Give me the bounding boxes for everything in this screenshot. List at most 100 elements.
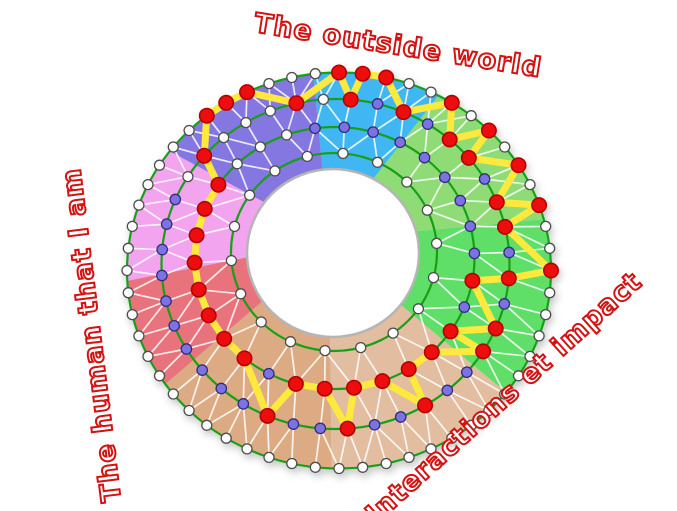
node-purple: [368, 418, 381, 431]
node-white: [201, 419, 213, 431]
ring-ring2: [160, 97, 511, 431]
node-purple: [438, 171, 451, 184]
node-red: [510, 157, 527, 174]
node-white: [483, 404, 495, 417]
node-white: [317, 93, 330, 106]
node-purple: [215, 382, 228, 395]
node-white: [357, 461, 369, 473]
node-white: [403, 451, 415, 464]
node-white: [425, 86, 437, 98]
node-white: [401, 176, 413, 188]
node-white: [446, 432, 458, 444]
node-white: [153, 159, 166, 171]
node-white: [544, 287, 556, 299]
node-red: [316, 380, 333, 397]
node-purple: [314, 422, 327, 435]
node-red: [488, 194, 505, 211]
node-red: [374, 373, 391, 390]
node-white: [280, 129, 293, 141]
node-white: [387, 327, 399, 339]
node-white: [241, 443, 253, 455]
node-purple: [169, 193, 182, 206]
node-purple: [454, 194, 467, 207]
node-white: [319, 344, 331, 357]
node-purple: [394, 411, 407, 423]
node-purple: [468, 247, 481, 260]
node-red: [500, 270, 517, 287]
node-purple: [498, 298, 511, 310]
node-white: [430, 237, 443, 250]
node-purple: [160, 218, 173, 230]
node-purple: [156, 269, 168, 282]
node-white: [142, 350, 154, 363]
node-white: [218, 131, 230, 144]
node-red: [216, 330, 233, 347]
sector-red-left-bottom: [127, 257, 263, 385]
node-white: [524, 350, 536, 363]
node-white: [421, 204, 433, 216]
node-white: [182, 170, 194, 183]
node-white: [167, 388, 179, 400]
node-white: [333, 462, 345, 475]
node-white: [427, 271, 440, 284]
node-purple: [371, 98, 384, 110]
donut-hole: [245, 167, 421, 339]
node-red: [354, 65, 371, 82]
node-red: [236, 350, 253, 367]
node-purple: [460, 366, 473, 379]
node-red: [480, 122, 497, 139]
node-red: [339, 420, 356, 437]
node-white: [465, 419, 477, 431]
node-purple: [503, 246, 515, 259]
node-purple: [287, 418, 300, 430]
node-purple: [196, 364, 209, 376]
node-white: [263, 451, 275, 464]
node-white: [243, 189, 256, 201]
node-red: [441, 131, 458, 148]
node-red: [400, 361, 417, 378]
node-white: [309, 68, 321, 80]
node-red: [442, 323, 459, 340]
node-white: [133, 199, 145, 211]
node-white: [121, 264, 133, 277]
node-red: [210, 176, 227, 193]
node-red: [378, 69, 395, 86]
node-red: [196, 200, 213, 217]
node-white: [126, 220, 138, 233]
node-white: [499, 141, 511, 153]
node-white: [284, 336, 297, 348]
node-red: [196, 147, 213, 164]
node-purple: [156, 243, 169, 256]
node-white: [122, 242, 134, 254]
node-purple: [458, 301, 471, 313]
node-white: [264, 105, 276, 117]
node-red: [475, 343, 492, 360]
node-purple: [464, 220, 477, 233]
node-red: [345, 379, 362, 396]
node-red: [342, 91, 359, 108]
node-white: [167, 141, 179, 153]
node-white: [355, 341, 367, 354]
node-white: [540, 220, 552, 233]
node-purple: [262, 367, 275, 380]
node-white: [371, 156, 384, 168]
node-purple: [160, 295, 172, 307]
node-red: [200, 307, 217, 324]
node-red: [287, 375, 304, 392]
node-red: [288, 95, 305, 112]
node-white: [254, 141, 266, 153]
node-purple: [180, 343, 193, 355]
node-white: [412, 303, 425, 315]
nodes: [121, 64, 559, 475]
node-purple: [478, 173, 491, 185]
node-purple: [338, 121, 351, 134]
node-white: [142, 178, 154, 191]
node-white: [465, 110, 477, 122]
node-white: [286, 71, 298, 84]
node-white: [533, 330, 545, 342]
node-red: [198, 107, 215, 124]
node-purple: [168, 319, 181, 332]
node-white: [220, 432, 232, 444]
node-white: [183, 404, 195, 417]
